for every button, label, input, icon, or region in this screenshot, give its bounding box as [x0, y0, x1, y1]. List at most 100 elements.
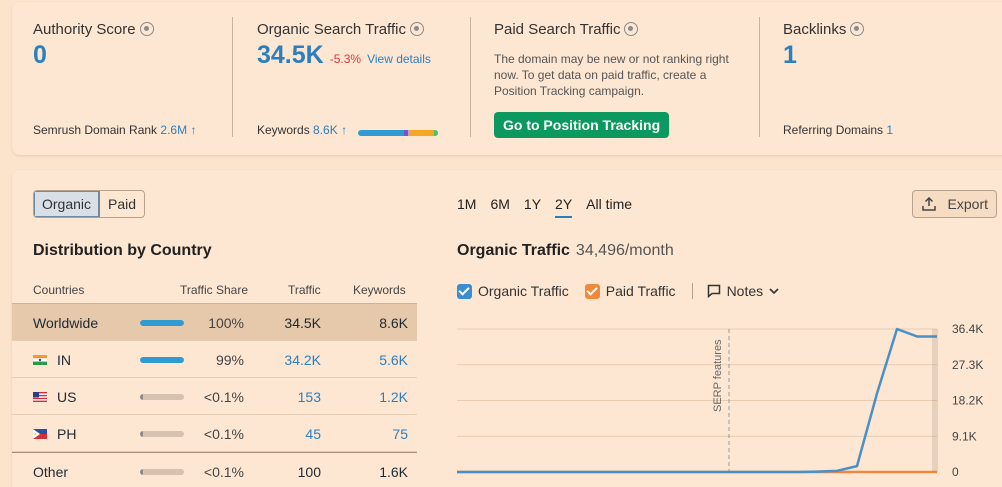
period-1m[interactable]: 1M: [457, 196, 477, 212]
bar-segment-21-50: [410, 130, 435, 136]
table-row[interactable]: Other <0.1% 100 1.6K: [12, 452, 417, 487]
traffic-value[interactable]: 45: [305, 426, 321, 442]
info-icon[interactable]: [139, 22, 154, 36]
traffic-share-fill: [140, 469, 143, 475]
toggle-organic[interactable]: Organic: [34, 191, 101, 217]
view-details-link[interactable]: View details: [367, 52, 431, 66]
organic-traffic-metric: Organic Search Traffic 34.5K -5.3% View de…: [257, 2, 467, 155]
header-countries[interactable]: Countries: [33, 283, 85, 297]
backlinks-value[interactable]: 1: [783, 41, 797, 69]
header-traffic[interactable]: Traffic: [288, 283, 321, 297]
referring-domains-line: Referring Domains 1: [783, 123, 893, 137]
info-icon[interactable]: [409, 22, 424, 36]
keywords-value: 8.6K: [379, 315, 408, 331]
legend-organic-traffic[interactable]: Organic Traffic: [457, 283, 569, 299]
traffic-value[interactable]: 153: [297, 389, 321, 405]
authority-score-value[interactable]: 0: [33, 41, 47, 69]
organic-traffic-label: Organic Search Traffic: [257, 21, 406, 38]
table-row[interactable]: Worldwide 100% 34.5K 8.6K: [12, 304, 417, 341]
legend-paid-label: Paid Traffic: [605, 283, 676, 299]
traffic-share-bar: [140, 394, 184, 400]
period-selector: 1M 6M 1Y 2Y All time: [457, 196, 632, 218]
organic-traffic-value-line: 34.5K -5.3% View details: [257, 41, 431, 70]
traffic-value: 34.5K: [284, 315, 321, 331]
traffic-share-value: 100%: [208, 315, 244, 331]
chart-title-label: Organic Traffic: [457, 242, 570, 259]
domain-rank-value[interactable]: 2.6M: [160, 123, 188, 137]
referring-domains-label: Referring Domains: [783, 123, 884, 137]
keywords-value[interactable]: 75: [392, 426, 408, 442]
organic-paid-toggle: Organic Paid: [33, 190, 146, 218]
checkbox-checked-icon[interactable]: [584, 283, 600, 299]
series-line-0: [457, 327, 937, 474]
period-1y[interactable]: 1Y: [523, 196, 542, 212]
paid-traffic-metric: Paid Search Traffic The domain may be ne…: [494, 2, 754, 155]
keywords-line: Keywords 8.6K ↑: [257, 123, 439, 137]
header-keywords[interactable]: Keywords: [353, 283, 406, 297]
keywords-label: Keywords: [257, 123, 310, 137]
country-name: Worldwide: [33, 315, 99, 331]
bar-segment-51-100: [434, 130, 439, 136]
traffic-value[interactable]: 34.2K: [284, 352, 321, 368]
traffic-share-value: <0.1%: [203, 389, 244, 405]
keywords-value[interactable]: 1.2K: [379, 389, 408, 405]
paid-traffic-description: The domain may be new or not ranking rig…: [494, 52, 729, 98]
chart-legend: Organic Traffic Paid Traffic Notes: [457, 283, 785, 299]
period-all-time[interactable]: All time: [586, 196, 633, 212]
keywords-value: 1.6K: [379, 464, 408, 480]
chart-title-value: 34,496/month: [575, 242, 674, 259]
referring-domains-value[interactable]: 1: [886, 123, 894, 137]
country-name: US: [57, 389, 77, 405]
export-button[interactable]: Export: [912, 190, 997, 218]
info-icon[interactable]: [624, 22, 639, 36]
table-row[interactable]: US <0.1% 153 1.2K: [12, 378, 417, 415]
go-to-position-tracking-button[interactable]: Go to Position Tracking: [494, 112, 670, 138]
traffic-value: 100: [297, 464, 321, 480]
organic-traffic-value[interactable]: 34.5K: [257, 41, 324, 69]
note-icon: [707, 284, 720, 298]
y-tick-label: 36.4K: [952, 322, 983, 336]
arrow-up-icon: ↑: [341, 123, 348, 137]
legend-paid-traffic[interactable]: Paid Traffic: [584, 283, 676, 299]
authority-score-metric: Authority Score 0 Semrush Domain Rank 2.…: [33, 2, 233, 155]
keywords-value[interactable]: 5.6K: [379, 352, 408, 368]
country-distribution-table: Countries Traffic Share Traffic Keywords…: [12, 277, 417, 487]
organic-traffic-change: -5.3%: [329, 52, 362, 66]
upload-icon: [922, 197, 936, 211]
arrow-up-icon: ↑: [190, 123, 197, 137]
y-tick-label: 9.1K: [952, 429, 977, 443]
traffic-share-bar: [140, 357, 184, 363]
authority-score-title: Authority Score: [33, 20, 154, 38]
chevron-down-icon: [769, 288, 779, 294]
period-6m[interactable]: 6M: [490, 196, 510, 212]
us-flag-icon: [33, 392, 47, 402]
chart-title: Organic Traffic 34,496/month: [457, 242, 674, 260]
y-tick-label: 0: [952, 465, 959, 479]
table-row[interactable]: IN 99% 34.2K 5.6K: [12, 341, 417, 378]
backlinks-title: Backlinks: [783, 20, 865, 38]
india-flag-icon: [33, 355, 47, 365]
annotation-label: SERP features: [712, 339, 724, 412]
notes-dropdown[interactable]: Notes: [691, 283, 786, 299]
table-row[interactable]: PH <0.1% 45 75: [12, 415, 417, 452]
distribution-title: Distribution by Country: [33, 242, 212, 259]
info-icon[interactable]: [850, 22, 865, 36]
checkbox-checked-icon[interactable]: [457, 283, 472, 299]
authority-score-label: Authority Score: [33, 21, 136, 38]
hover-highlight: [932, 329, 938, 472]
traffic-share-bar: [140, 320, 184, 326]
keywords-value[interactable]: 8.6K: [313, 123, 338, 137]
period-2y[interactable]: 2Y: [555, 196, 573, 218]
traffic-share-bar: [140, 469, 184, 475]
traffic-share-fill: [140, 320, 184, 326]
keyword-positions-bar[interactable]: [358, 130, 439, 136]
backlinks-label: Backlinks: [783, 21, 847, 38]
traffic-share-fill: [140, 357, 184, 363]
toggle-paid[interactable]: Paid: [108, 196, 137, 212]
table-header: Countries Traffic Share Traffic Keywords: [12, 277, 417, 304]
traffic-details-card: Organic Paid Distribution by Country Cou…: [12, 170, 1002, 487]
bar-segment-top3: [358, 130, 405, 136]
traffic-share-value: 99%: [215, 352, 244, 368]
header-traffic-share[interactable]: Traffic Share: [180, 283, 249, 297]
